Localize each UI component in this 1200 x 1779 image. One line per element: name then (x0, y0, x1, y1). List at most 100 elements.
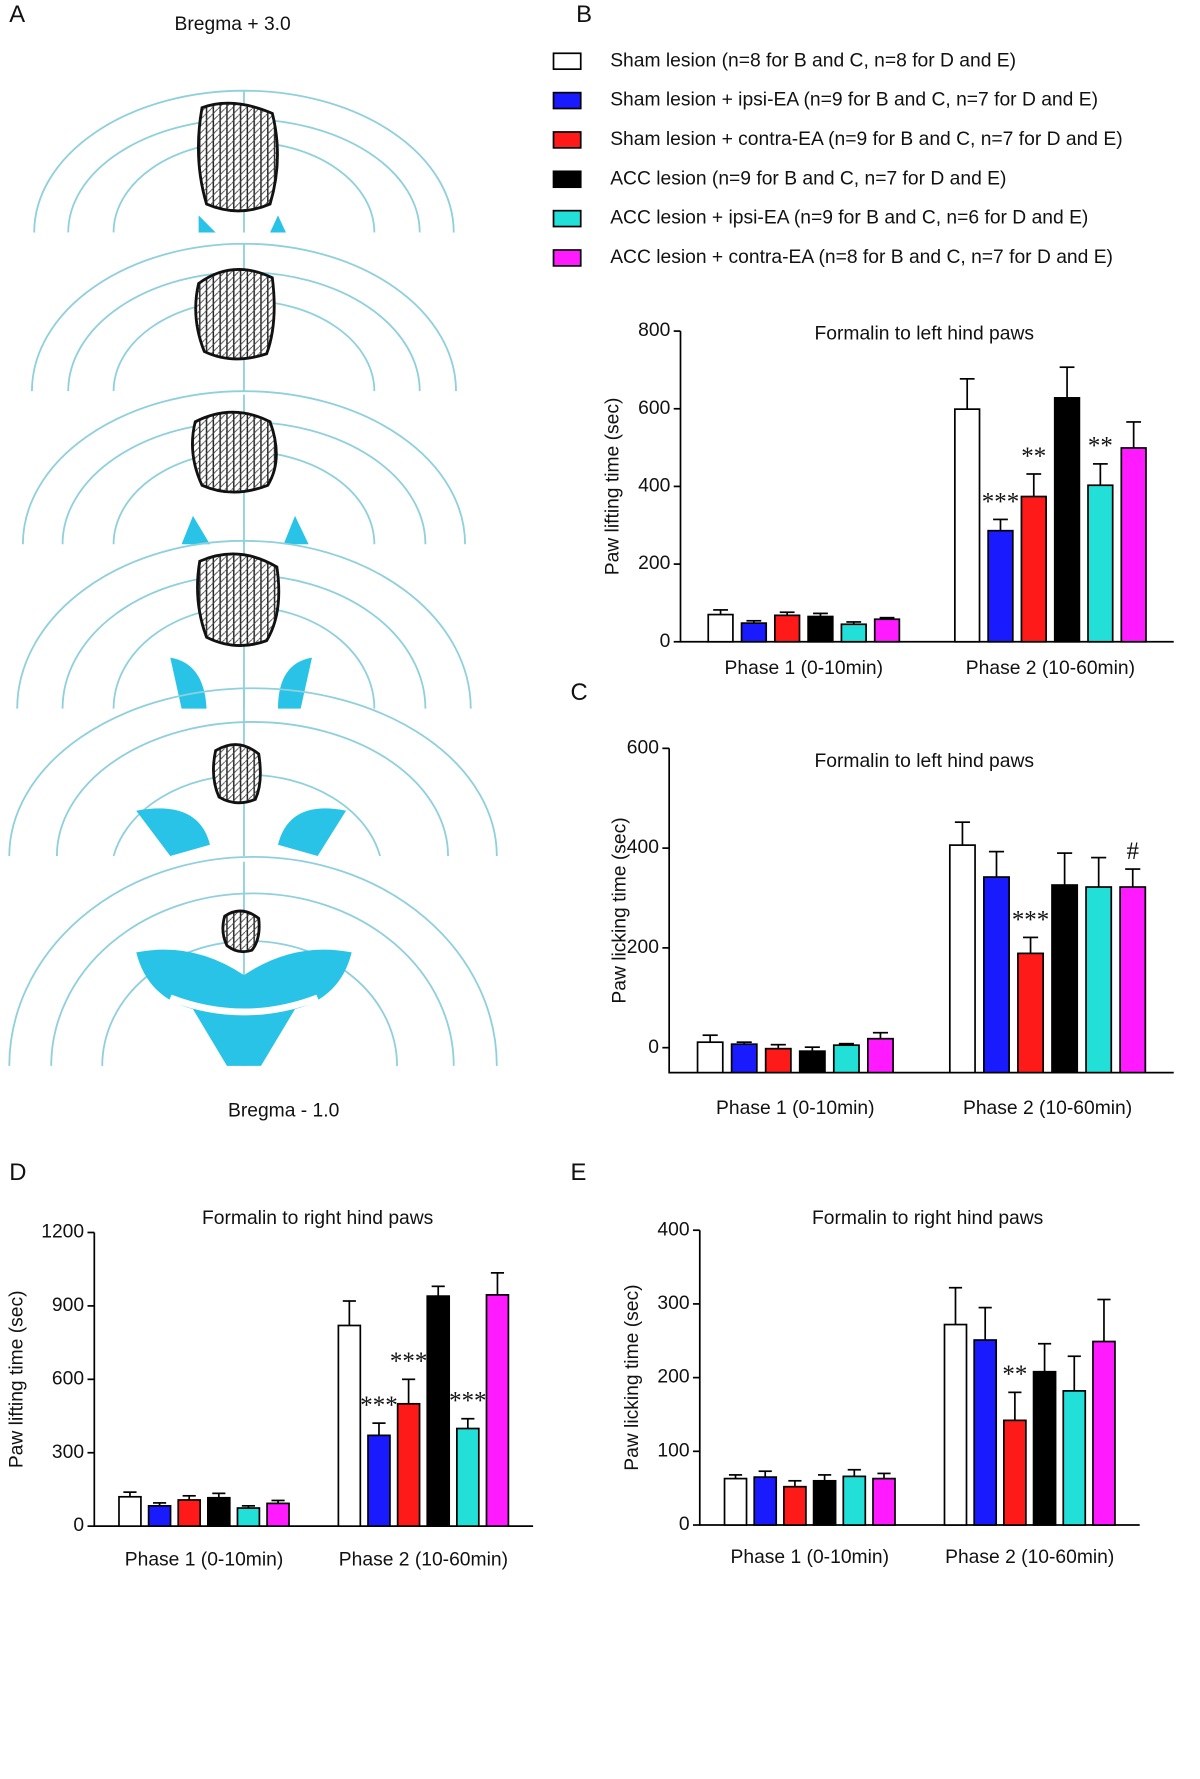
bar (840, 623, 867, 643)
legend-swatch (552, 131, 582, 149)
y-tick-label: 900 (52, 1295, 84, 1316)
panel-label: A (9, 1, 25, 28)
section (8, 856, 498, 1066)
bar (872, 1477, 896, 1526)
panel-label: E (571, 1159, 587, 1186)
bar (1062, 1390, 1087, 1526)
bar (206, 1496, 231, 1528)
y-tick-label: 300 (657, 1293, 689, 1314)
bar (236, 1507, 261, 1528)
bar (177, 1499, 202, 1528)
bar (485, 1294, 510, 1528)
y-tick-label: 1200 (41, 1222, 84, 1243)
bar (266, 1502, 290, 1528)
bar (773, 614, 801, 643)
bar (1017, 952, 1045, 1074)
section (33, 89, 455, 233)
legend-label: Sham lesion + contra-EA (n=9 for B and C… (610, 129, 1122, 150)
y-tick-label: 800 (638, 320, 670, 341)
bar (1051, 884, 1079, 1074)
significance-mark: # (1126, 838, 1139, 865)
y-tick-label: 100 (657, 1440, 689, 1461)
chart-title: Formalin to right hind paws (202, 1208, 433, 1229)
bar (753, 1476, 778, 1526)
significance-mark: *** (360, 1392, 397, 1419)
bar (1119, 886, 1147, 1074)
x-tick-label: Phase 2 (10-60min) (945, 1547, 1114, 1568)
y-tick-label: 200 (657, 1367, 689, 1388)
section (31, 242, 457, 392)
x-tick-label: Phase 2 (10-60min) (966, 658, 1135, 679)
y-tick-label: 0 (679, 1514, 690, 1535)
legend-swatch (552, 170, 582, 189)
x-tick-label: Phase 1 (0-10min) (716, 1098, 874, 1119)
y-tick-label: 0 (660, 631, 671, 652)
y-tick-label: 200 (638, 553, 670, 574)
bar (1092, 1340, 1116, 1526)
legend-label: Sham lesion + ipsi-EA (n=9 for B and C, … (610, 90, 1098, 111)
significance-mark: *** (982, 488, 1019, 515)
bar (812, 1479, 837, 1526)
y-tick-label: 400 (627, 837, 659, 858)
bar (730, 1043, 758, 1074)
y-tick-label: 600 (627, 737, 659, 758)
legend-swatch (552, 91, 582, 110)
bar (740, 622, 768, 643)
bar (983, 876, 1010, 1074)
bar (1053, 397, 1081, 643)
panel-label: B (576, 1, 592, 28)
bar (1003, 1419, 1027, 1526)
significance-mark: *** (390, 1348, 427, 1375)
chart-title: Formalin to left hind paws (815, 324, 1035, 345)
atlas-label: Bregma - 1.0 (228, 1100, 339, 1121)
bar (866, 1037, 894, 1074)
legend-swatch (552, 209, 582, 228)
x-tick-label: Phase 2 (10-60min) (339, 1549, 508, 1570)
y-axis-label: Paw licking time (sec) (610, 817, 631, 1003)
bar (707, 613, 734, 643)
bar (396, 1402, 421, 1528)
atlas-label: Bregma + 3.0 (175, 14, 291, 35)
x-tick-label: Phase 2 (10-60min) (963, 1098, 1132, 1119)
significance-mark: ** (1002, 1361, 1027, 1388)
bar (723, 1477, 748, 1526)
bar (842, 1475, 867, 1526)
y-tick-label: 400 (657, 1219, 689, 1240)
significance-mark: ** (1088, 433, 1113, 460)
panel-label: D (9, 1159, 26, 1186)
bar (367, 1434, 391, 1528)
chart-title: Formalin to left hind paws (815, 751, 1035, 772)
bar (973, 1339, 998, 1526)
legend-label: Sham lesion (n=8 for B and C, n=8 for D … (610, 50, 1016, 71)
section (21, 390, 466, 545)
y-tick-label: 0 (648, 1037, 659, 1058)
bar (764, 1047, 792, 1074)
bar (1020, 495, 1047, 643)
bar (948, 844, 976, 1074)
bar (1087, 484, 1114, 643)
bar (1085, 886, 1113, 1074)
bar (832, 1044, 860, 1074)
y-axis-label: Paw lifting time (sec) (6, 1290, 27, 1468)
x-tick-label: Phase 1 (0-10min) (125, 1549, 283, 1570)
legend-label: ACC lesion (n=9 for B and C, n=7 for D a… (610, 168, 1006, 189)
bar (954, 408, 981, 643)
y-tick-label: 300 (52, 1442, 84, 1463)
bar (798, 1050, 826, 1074)
y-tick-label: 400 (638, 476, 670, 497)
significance-mark: ** (1021, 443, 1046, 470)
bar (118, 1495, 142, 1528)
bar (873, 618, 901, 643)
y-tick-label: 0 (73, 1515, 84, 1536)
legend-label: ACC lesion + ipsi-EA (n=9 for B and C, n… (610, 208, 1088, 229)
bar (1120, 447, 1147, 643)
brain-sections (8, 89, 498, 1066)
y-axis-label: Paw lifting time (sec) (603, 398, 624, 576)
y-tick-label: 200 (627, 937, 659, 958)
y-tick-label: 600 (52, 1368, 84, 1389)
bar (1032, 1370, 1057, 1526)
bar (943, 1323, 968, 1526)
bar (696, 1041, 724, 1074)
bar (456, 1427, 480, 1528)
